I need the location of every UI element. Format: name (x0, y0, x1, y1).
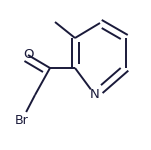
Text: Br: Br (15, 114, 29, 126)
Text: O: O (23, 48, 33, 62)
Text: N: N (90, 88, 100, 102)
